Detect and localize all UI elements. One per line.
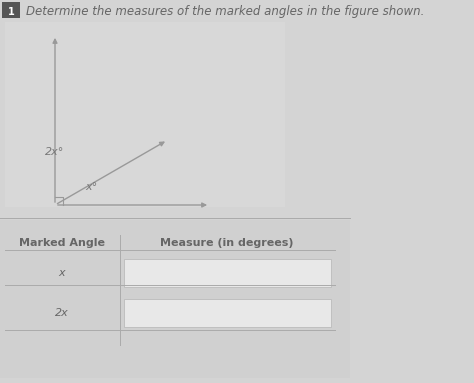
Text: x: x xyxy=(59,268,65,278)
FancyBboxPatch shape xyxy=(124,299,331,327)
Text: 1: 1 xyxy=(8,7,14,17)
Text: Determine the measures of the marked angles in the figure shown.: Determine the measures of the marked ang… xyxy=(26,5,424,18)
FancyBboxPatch shape xyxy=(124,259,331,287)
Text: 2x: 2x xyxy=(55,308,69,318)
FancyBboxPatch shape xyxy=(0,220,350,378)
FancyBboxPatch shape xyxy=(2,2,20,18)
Text: Marked Angle: Marked Angle xyxy=(19,238,105,248)
FancyBboxPatch shape xyxy=(5,22,285,207)
Text: 2x°: 2x° xyxy=(45,147,64,157)
Text: x°: x° xyxy=(85,182,97,192)
Text: Measure (in degrees): Measure (in degrees) xyxy=(160,238,294,248)
